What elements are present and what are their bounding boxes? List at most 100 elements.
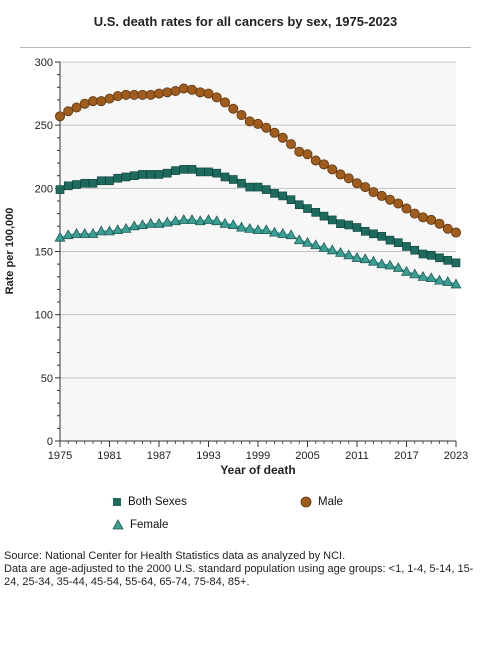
data-point[interactable] <box>79 227 91 238</box>
data-point[interactable] <box>194 215 206 226</box>
data-point[interactable] <box>120 222 132 233</box>
data-point[interactable] <box>137 219 148 229</box>
data-point[interactable] <box>96 96 107 107</box>
data-point[interactable] <box>327 164 338 175</box>
data-point[interactable] <box>161 216 173 227</box>
data-point[interactable] <box>178 214 190 224</box>
data-point[interactable] <box>260 224 272 235</box>
data-point[interactable] <box>261 185 271 194</box>
data-point[interactable] <box>63 181 73 191</box>
data-point[interactable] <box>54 231 66 242</box>
data-point[interactable] <box>113 173 123 183</box>
data-point[interactable] <box>418 249 428 259</box>
data-point[interactable] <box>393 198 404 209</box>
data-point[interactable] <box>137 89 148 100</box>
data-point[interactable] <box>237 178 246 188</box>
data-point[interactable] <box>385 235 395 245</box>
data-point[interactable] <box>121 89 132 100</box>
data-point[interactable] <box>311 208 321 217</box>
data-point[interactable] <box>335 169 346 180</box>
data-point[interactable] <box>153 88 164 99</box>
data-point[interactable] <box>401 265 412 276</box>
data-point[interactable] <box>351 251 363 262</box>
data-point[interactable] <box>244 222 256 233</box>
data-point[interactable] <box>435 253 444 263</box>
data-point[interactable] <box>154 170 164 179</box>
data-point[interactable] <box>236 221 247 232</box>
data-point[interactable] <box>129 171 139 180</box>
data-point[interactable] <box>211 92 222 103</box>
data-point[interactable] <box>351 178 362 189</box>
data-point[interactable] <box>303 204 312 213</box>
data-point[interactable] <box>270 189 279 198</box>
data-point[interactable] <box>294 146 305 157</box>
data-point[interactable] <box>293 234 305 245</box>
data-point[interactable] <box>55 111 66 122</box>
data-point[interactable] <box>451 258 461 268</box>
data-point[interactable] <box>104 93 115 104</box>
data-point[interactable] <box>179 165 189 174</box>
data-point[interactable] <box>285 139 296 150</box>
data-point[interactable] <box>178 83 189 94</box>
data-point[interactable] <box>212 168 222 178</box>
data-point[interactable] <box>71 102 82 113</box>
data-point[interactable] <box>368 255 379 266</box>
data-point[interactable] <box>426 250 436 260</box>
data-point[interactable] <box>170 215 181 226</box>
data-point[interactable] <box>417 212 428 223</box>
data-point[interactable] <box>227 219 239 229</box>
data-point[interactable] <box>88 178 98 188</box>
data-point[interactable] <box>220 172 230 182</box>
data-point[interactable] <box>377 232 387 241</box>
data-point[interactable] <box>228 175 238 184</box>
data-point[interactable] <box>286 195 296 205</box>
data-point[interactable] <box>318 159 329 170</box>
data-point[interactable] <box>55 185 65 194</box>
data-point[interactable] <box>318 241 330 252</box>
data-point[interactable] <box>171 166 180 175</box>
data-point[interactable] <box>269 226 280 237</box>
data-point[interactable] <box>343 249 355 260</box>
data-point[interactable] <box>228 103 239 114</box>
data-point[interactable] <box>352 223 362 232</box>
data-point[interactable] <box>410 245 420 255</box>
data-point[interactable] <box>343 173 354 184</box>
data-point[interactable] <box>252 118 263 129</box>
data-point[interactable] <box>162 168 172 178</box>
data-point[interactable] <box>187 165 197 174</box>
data-point[interactable] <box>79 98 90 109</box>
data-point[interactable] <box>186 84 197 95</box>
data-point[interactable] <box>344 220 354 230</box>
data-point[interactable] <box>244 116 255 127</box>
data-point[interactable] <box>302 236 313 247</box>
data-point[interactable] <box>417 270 429 281</box>
data-point[interactable] <box>450 227 461 238</box>
data-point[interactable] <box>326 244 338 255</box>
legend-item-male[interactable]: Male <box>300 496 343 508</box>
data-point[interactable] <box>450 278 462 289</box>
data-point[interactable] <box>360 182 371 193</box>
data-point[interactable] <box>327 215 337 225</box>
data-point[interactable] <box>409 208 420 219</box>
data-point[interactable] <box>219 97 230 108</box>
data-point[interactable] <box>302 149 313 160</box>
data-point[interactable] <box>203 214 214 224</box>
data-point[interactable] <box>195 87 206 98</box>
data-point[interactable] <box>261 122 272 133</box>
data-point[interactable] <box>369 229 378 239</box>
data-point[interactable] <box>376 258 388 269</box>
data-point[interactable] <box>162 87 173 98</box>
data-point[interactable] <box>245 182 255 192</box>
legend-item-female[interactable]: Female <box>112 519 168 531</box>
data-point[interactable] <box>384 194 395 205</box>
data-point[interactable] <box>138 170 147 179</box>
data-point[interactable] <box>252 224 264 235</box>
data-point[interactable] <box>392 262 404 272</box>
data-point[interactable] <box>376 190 387 201</box>
data-point[interactable] <box>96 176 106 186</box>
data-point[interactable] <box>277 132 288 143</box>
data-point[interactable] <box>195 167 205 177</box>
data-point[interactable] <box>368 187 379 198</box>
data-point[interactable] <box>409 268 421 279</box>
data-point[interactable] <box>393 238 403 247</box>
